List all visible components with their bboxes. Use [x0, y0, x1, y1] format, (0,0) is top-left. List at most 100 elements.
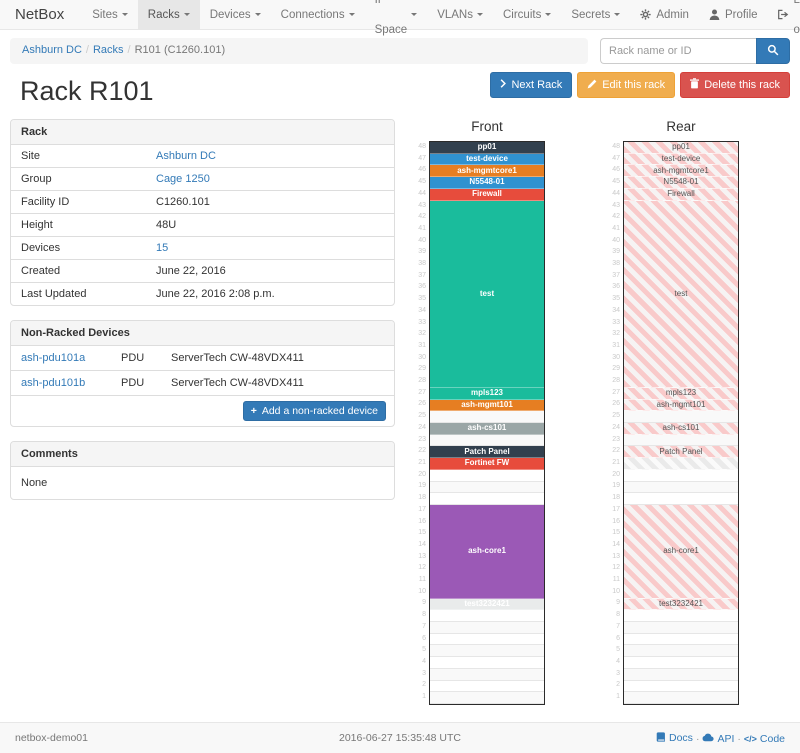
rack-device-n5548-01[interactable]: N5548-01: [430, 177, 544, 189]
attr-value-link[interactable]: 15: [156, 242, 169, 254]
nav-item-devices[interactable]: Devices: [200, 0, 271, 29]
nav-item-ip-space[interactable]: IP Space: [365, 0, 428, 36]
delete-rack-button[interactable]: Delete this rack: [680, 72, 790, 98]
unit-number: 6: [616, 634, 620, 642]
rack-device-patch-panel[interactable]: Patch Panel: [624, 446, 738, 459]
nav-item-admin[interactable]: Admin: [630, 0, 699, 29]
rack-search: [600, 38, 790, 64]
rack-device-ash-mgmt101[interactable]: ash-mgmt101: [430, 399, 544, 412]
non-racked-devices-panel: Non-Racked Devices ash-pdu101a PDU ServerT…: [10, 320, 395, 427]
rack-device-test3232421[interactable]: test3232421: [624, 598, 738, 611]
nav-item-profile[interactable]: Profile: [699, 0, 768, 29]
breadcrumb: Ashburn DC / Racks / R101 (C1260.101): [10, 38, 588, 64]
rack-device-test-device[interactable]: test-device: [430, 153, 544, 166]
rack-front-face: pp01 test-device ash-mgmtcore1 N5548-01 Fire…: [429, 141, 545, 705]
rack-unit-empty: [430, 411, 544, 423]
nav-item-secrets[interactable]: Secrets: [561, 0, 630, 29]
chevron-down-icon: [254, 13, 261, 19]
cloud-icon: [702, 733, 715, 745]
gear-icon: [640, 9, 651, 20]
device-name-link[interactable]: ash-pdu101a: [21, 352, 86, 364]
rack-device-n5548-01[interactable]: N5548-01: [624, 177, 738, 189]
rack-device-ash-core1[interactable]: ash-core1: [430, 504, 544, 599]
nav-item-label: VLANs: [437, 8, 473, 21]
edit-rack-button[interactable]: Edit this rack: [577, 72, 676, 98]
rack-device-ash-core1[interactable]: ash-core1: [624, 504, 738, 599]
rack-unit-empty: [624, 668, 738, 681]
panel-title: Rack: [11, 120, 394, 145]
unit-number: 1: [422, 693, 426, 701]
attr-value-link[interactable]: Ashburn DC: [156, 150, 216, 162]
unit-number: 17: [612, 505, 620, 513]
unit-number: 21: [418, 458, 426, 466]
unit-numbers: 48 47 46 45 44 43 42 41 40 39 38 37 36 35 34 33 32 31 30 29…: [607, 141, 623, 705]
rack-device-firewall[interactable]: Firewall: [624, 188, 738, 201]
unit-number: 27: [418, 388, 426, 396]
unit-number: 40: [418, 236, 426, 244]
rack-device-ash-mgmtcore1[interactable]: ash-mgmtcore1: [430, 165, 544, 178]
nav-item-vlans[interactable]: VLANs: [427, 0, 493, 29]
hostname: netbox-demo01: [15, 732, 88, 744]
breadcrumb-item-racks[interactable]: Racks: [92, 44, 124, 56]
unit-number: 43: [612, 201, 620, 209]
unit-number: 22: [612, 447, 620, 455]
unit-number: 8: [422, 611, 426, 619]
rack-device-firewall[interactable]: Firewall: [430, 188, 544, 201]
nav-item-log-out[interactable]: Log out: [768, 0, 800, 36]
nav-item-connections[interactable]: Connections: [271, 0, 365, 29]
rack-device-test[interactable]: test: [624, 200, 738, 388]
unit-number: 48: [612, 143, 620, 150]
rack-unit-empty: [430, 469, 544, 482]
panel-title: Comments: [11, 442, 394, 467]
unit-number: 45: [418, 178, 426, 186]
unit-number: 38: [418, 260, 426, 268]
rack-device-test-device[interactable]: test-device: [624, 153, 738, 166]
rack-device-unlabeled[interactable]: [624, 458, 738, 470]
rack-device-pp01[interactable]: pp01: [430, 142, 544, 154]
nav-item-label: Log out: [793, 0, 800, 36]
rack-device-pp01[interactable]: pp01: [624, 142, 738, 154]
rack-unit-empty: [624, 493, 738, 505]
footer-link-api[interactable]: API: [702, 733, 734, 745]
rack-unit-empty: [430, 680, 544, 693]
rack-device-mpls123[interactable]: mpls123: [430, 387, 544, 400]
rack-unit-empty: [624, 633, 738, 646]
rack-device-fortinet-fw[interactable]: Fortinet FW: [430, 458, 544, 470]
rack-device-patch-panel[interactable]: Patch Panel: [430, 446, 544, 459]
rack-device-ash-mgmtcore1[interactable]: ash-mgmtcore1: [624, 165, 738, 178]
search-input[interactable]: [600, 38, 756, 64]
rack-device-test[interactable]: test: [430, 200, 544, 388]
rack-attr-row: Site Ashburn DC: [11, 145, 394, 167]
attr-value-link[interactable]: Cage 1250: [156, 173, 210, 185]
brand-logo[interactable]: NetBox: [15, 6, 65, 23]
rack-elevation-rear: Rear 48 47 46 45 44 43 42 41 40 39 38 37 36 35 34 33 32 3…: [607, 119, 739, 705]
user-menu: Admin Profile Log out: [630, 0, 800, 36]
footer-link-docs[interactable]: Docs: [656, 731, 693, 745]
unit-number: 36: [418, 283, 426, 291]
next-rack-button[interactable]: Next Rack: [490, 72, 573, 98]
rack-device-ash-cs101[interactable]: ash-cs101: [624, 422, 738, 435]
unit-number: 27: [612, 388, 620, 396]
panel-title: Non-Racked Devices: [11, 321, 394, 346]
device-name-link[interactable]: ash-pdu101b: [21, 377, 86, 389]
rack-unit-empty: [430, 481, 544, 494]
search-button[interactable]: [756, 38, 790, 64]
rack-device-test3232421[interactable]: test3232421: [430, 598, 544, 611]
nav-item-label: Connections: [280, 8, 345, 21]
footer-link-code[interactable]: </> Code: [744, 733, 785, 745]
unit-number: 9: [422, 599, 426, 607]
rack-attr-row: Group Cage 1250: [11, 167, 394, 190]
rack-unit-empty: [430, 493, 544, 505]
nav-item-label: Admin: [656, 8, 689, 21]
rack-device-ash-cs101[interactable]: ash-cs101: [430, 422, 544, 435]
unit-number: 7: [422, 622, 426, 630]
nav-item-circuits[interactable]: Circuits: [493, 0, 561, 29]
breadcrumb-item-ashburn-dc[interactable]: Ashburn DC: [22, 44, 82, 56]
non-racked-device-row: ash-pdu101a PDU ServerTech CW-48VDX411: [11, 346, 394, 370]
nav-item-sites[interactable]: Sites: [82, 0, 138, 29]
nav-item-racks[interactable]: Racks: [137, 0, 200, 29]
unit-number: 30: [612, 353, 620, 361]
rack-device-mpls123[interactable]: mpls123: [624, 387, 738, 400]
add-non-racked-device-button[interactable]: + Add a non-racked device: [242, 401, 386, 421]
rack-device-ash-mgmt101[interactable]: ash-mgmt101: [624, 399, 738, 412]
